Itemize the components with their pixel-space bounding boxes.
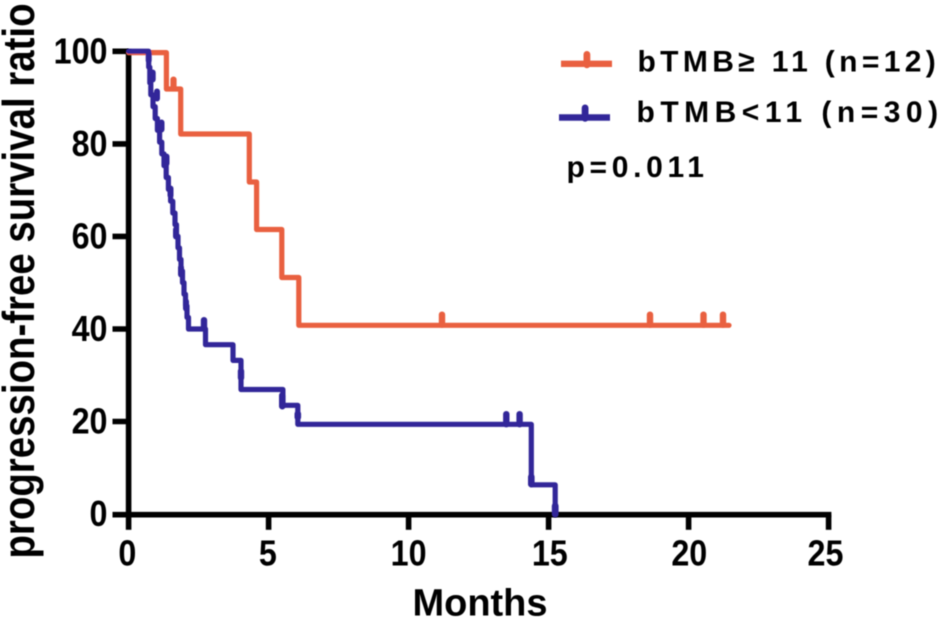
svg-text:60: 60 [72, 217, 108, 257]
svg-text:10: 10 [391, 534, 427, 574]
svg-text:100: 100 [54, 32, 108, 72]
svg-text:p=0.011: p=0.011 [567, 151, 709, 184]
svg-text:20: 20 [72, 402, 108, 442]
svg-text:bTMB<11 (n=30): bTMB<11 (n=30) [637, 96, 941, 129]
svg-text:progression-free survival rati: progression-free survival ratio [0, 3, 44, 558]
svg-text:40: 40 [72, 309, 108, 349]
svg-text:5: 5 [259, 534, 277, 574]
svg-text:80: 80 [72, 124, 108, 164]
svg-text:Months: Months [412, 583, 547, 625]
svg-text:20: 20 [671, 534, 707, 574]
svg-text:15: 15 [532, 534, 568, 574]
svg-text:0: 0 [118, 534, 136, 574]
svg-text:0: 0 [90, 494, 108, 534]
svg-text:25: 25 [808, 534, 844, 574]
svg-text:bTMB≥ 11 (n=12): bTMB≥ 11 (n=12) [638, 46, 941, 79]
